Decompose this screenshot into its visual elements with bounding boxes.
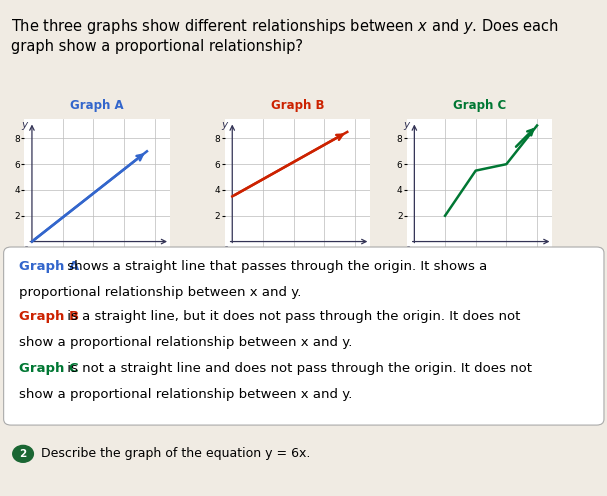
Text: is not a straight line and does not pass through the origin. It does not: is not a straight line and does not pass… <box>63 362 532 375</box>
Text: x: x <box>162 248 168 258</box>
Text: show a proportional relationship between x and y.: show a proportional relationship between… <box>19 388 353 401</box>
Text: y: y <box>404 121 410 130</box>
Text: 0: 0 <box>223 246 229 255</box>
Text: Graph A: Graph A <box>19 260 80 273</box>
Text: x: x <box>544 248 551 258</box>
Text: The three graphs show different relationships between $x$ and $y$. Does each
gra: The three graphs show different relation… <box>11 17 558 54</box>
Text: Graph A: Graph A <box>70 99 124 112</box>
Text: x: x <box>362 248 368 258</box>
Text: Graph B: Graph B <box>271 99 324 112</box>
Text: shows a straight line that passes through the origin. It shows a: shows a straight line that passes throug… <box>63 260 487 273</box>
Text: Describe the graph of the equation y = 6x.: Describe the graph of the equation y = 6… <box>41 447 311 460</box>
Text: 0: 0 <box>405 246 411 255</box>
Text: 2: 2 <box>19 449 27 459</box>
Text: show a proportional relationship between x and y.: show a proportional relationship between… <box>19 336 353 349</box>
Text: Graph B: Graph B <box>19 310 80 323</box>
Text: is a straight line, but it does not pass through the origin. It does not: is a straight line, but it does not pass… <box>63 310 521 323</box>
Text: Graph C: Graph C <box>453 99 506 112</box>
Text: proportional relationship between x and y.: proportional relationship between x and … <box>19 286 302 299</box>
Text: Graph C: Graph C <box>19 362 79 375</box>
Text: 0: 0 <box>23 246 29 255</box>
Text: y: y <box>222 121 228 130</box>
Text: y: y <box>21 121 27 130</box>
